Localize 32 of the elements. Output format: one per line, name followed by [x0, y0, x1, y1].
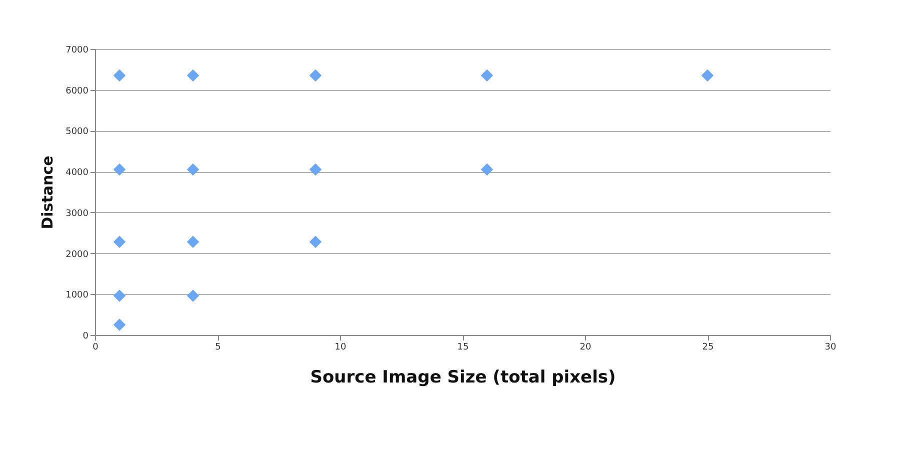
- point: [309, 236, 322, 248]
- y-tick-label: 0: [82, 332, 89, 342]
- point: [113, 69, 126, 82]
- x-tick-label: 5: [215, 342, 221, 352]
- point: [186, 236, 200, 248]
- point: [186, 163, 200, 176]
- x-tick-label: 0: [92, 342, 99, 352]
- y-tick-label: 6000: [66, 86, 89, 96]
- y-tick-label: 1000: [66, 290, 89, 301]
- point: [113, 290, 126, 302]
- y-tick-label: 5000: [66, 127, 89, 138]
- y-tick-label: 4000: [66, 168, 89, 178]
- point: [480, 69, 494, 82]
- point: [701, 69, 714, 82]
- point: [480, 163, 494, 176]
- x-tick-label: 15: [457, 342, 469, 352]
- y-tick-label: 7000: [66, 46, 89, 56]
- x-tick-label: 30: [824, 342, 836, 352]
- point: [113, 163, 126, 176]
- x-axis-title: Source Image Size (total pixels): [310, 368, 616, 388]
- point: [309, 69, 322, 82]
- y-axis-title: Distance: [38, 156, 57, 230]
- point: [113, 236, 126, 248]
- point: [309, 163, 322, 176]
- x-tick-label: 25: [702, 342, 714, 352]
- point: [186, 290, 200, 302]
- point: [113, 318, 126, 331]
- y-tick-label: 2000: [66, 250, 89, 260]
- x-tick-label: 10: [334, 342, 346, 352]
- point: [186, 69, 200, 82]
- y-tick-label: 3000: [66, 208, 89, 219]
- x-tick-label: 20: [580, 342, 592, 352]
